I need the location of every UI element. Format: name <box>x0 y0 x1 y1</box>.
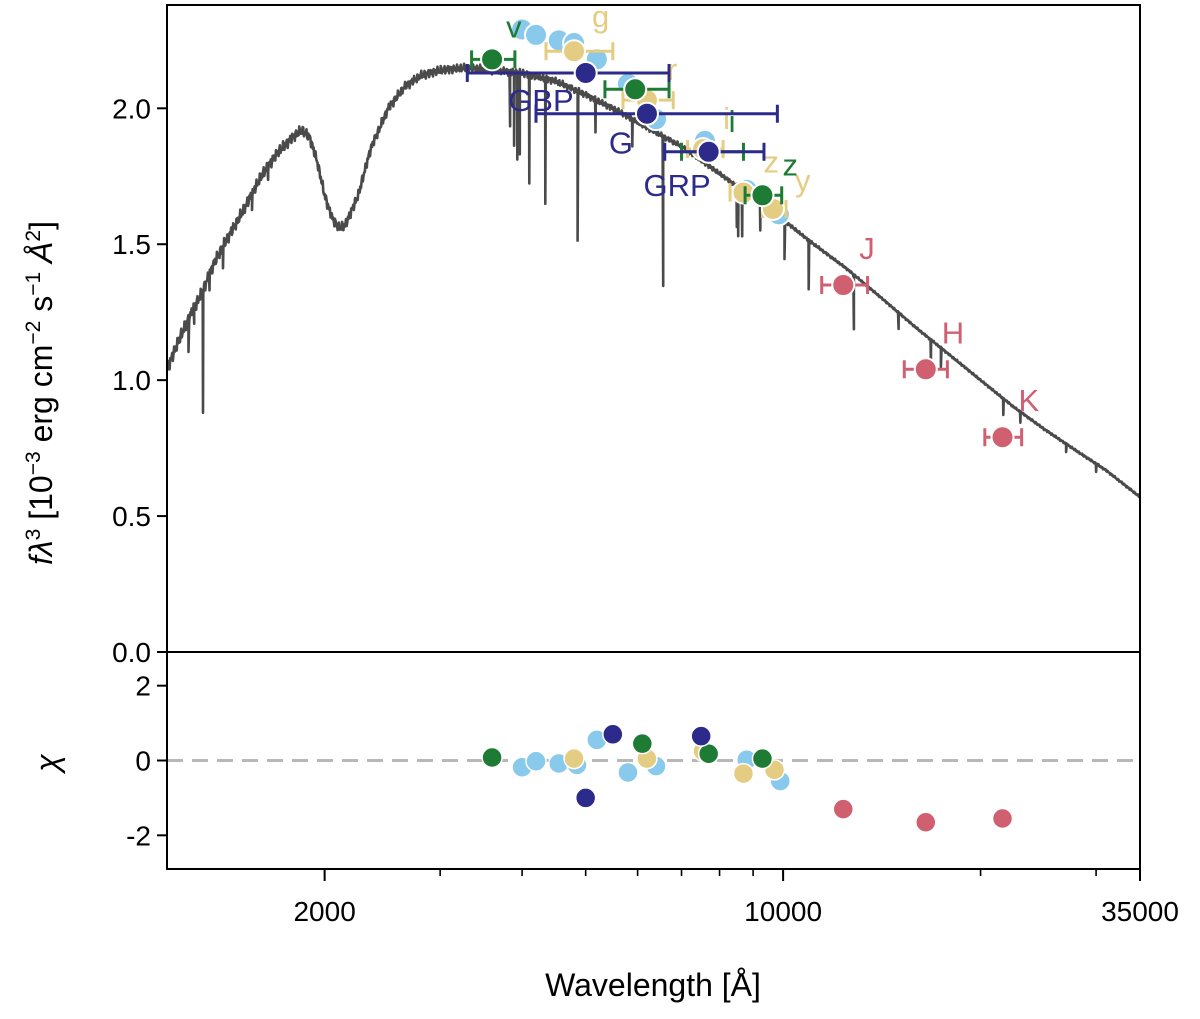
band-label: H <box>942 315 964 350</box>
data-point <box>696 139 721 164</box>
band-label: GBP <box>508 83 573 118</box>
x-axis-title: Wavelength [Å] <box>545 967 761 1003</box>
residual-point <box>617 761 639 784</box>
x-tick-label: 2000 <box>293 896 355 927</box>
x-tick-label: 35000 <box>1101 896 1179 927</box>
model-spectrum-line <box>165 62 1141 499</box>
band-label: K <box>1019 383 1040 418</box>
x-tick-label: 10000 <box>744 896 822 927</box>
band-label: z <box>782 147 798 182</box>
band-label: J <box>859 231 875 266</box>
data-point <box>831 273 856 298</box>
band-label: r <box>667 52 677 87</box>
residual-panel: 2 0 -2 2000 10000 35000 <box>126 651 1179 927</box>
residual-point <box>481 746 503 769</box>
residual-point <box>751 747 774 770</box>
band-label: y <box>795 163 811 198</box>
residual-point <box>832 798 855 820</box>
y-tick-label: -2 <box>126 820 151 851</box>
data-point <box>523 22 548 47</box>
data-point <box>480 47 505 72</box>
band-label: g <box>592 0 609 34</box>
y-axis-title-flux: fλ3 [10−3 erg cm−2 s−1 Å2] <box>22 221 59 565</box>
residual-point <box>525 750 547 772</box>
y-tick-label: 2 <box>135 671 151 702</box>
residual-point <box>631 732 654 755</box>
data-point <box>562 39 587 64</box>
y-tick-label: 1.5 <box>112 229 151 260</box>
data-point <box>573 60 598 85</box>
residual-point <box>915 811 937 833</box>
band-label: i <box>723 101 730 136</box>
residual-point <box>690 725 712 747</box>
residual-point <box>574 787 597 809</box>
y-tick-label: 2.0 <box>112 93 151 124</box>
data-point <box>750 183 775 208</box>
y-axis-title-chi: χ <box>29 754 65 775</box>
y-tick-label: 0 <box>135 746 151 777</box>
y-tick-label: 0.0 <box>112 637 151 668</box>
band-label: G <box>609 126 633 161</box>
data-point <box>623 77 648 102</box>
residual-point <box>991 807 1014 830</box>
band-label: i <box>729 104 736 139</box>
data-point <box>913 357 938 382</box>
residual-point <box>602 723 624 746</box>
y-tick-label: 1.0 <box>112 365 151 396</box>
data-point <box>990 425 1015 450</box>
band-label: v <box>506 9 522 44</box>
band-label: GRP <box>643 168 710 203</box>
residual-point <box>732 762 755 785</box>
data-point <box>634 101 659 126</box>
residual-point <box>563 747 585 770</box>
band-label: z <box>763 145 779 180</box>
y-tick-label: 0.5 <box>112 501 151 532</box>
